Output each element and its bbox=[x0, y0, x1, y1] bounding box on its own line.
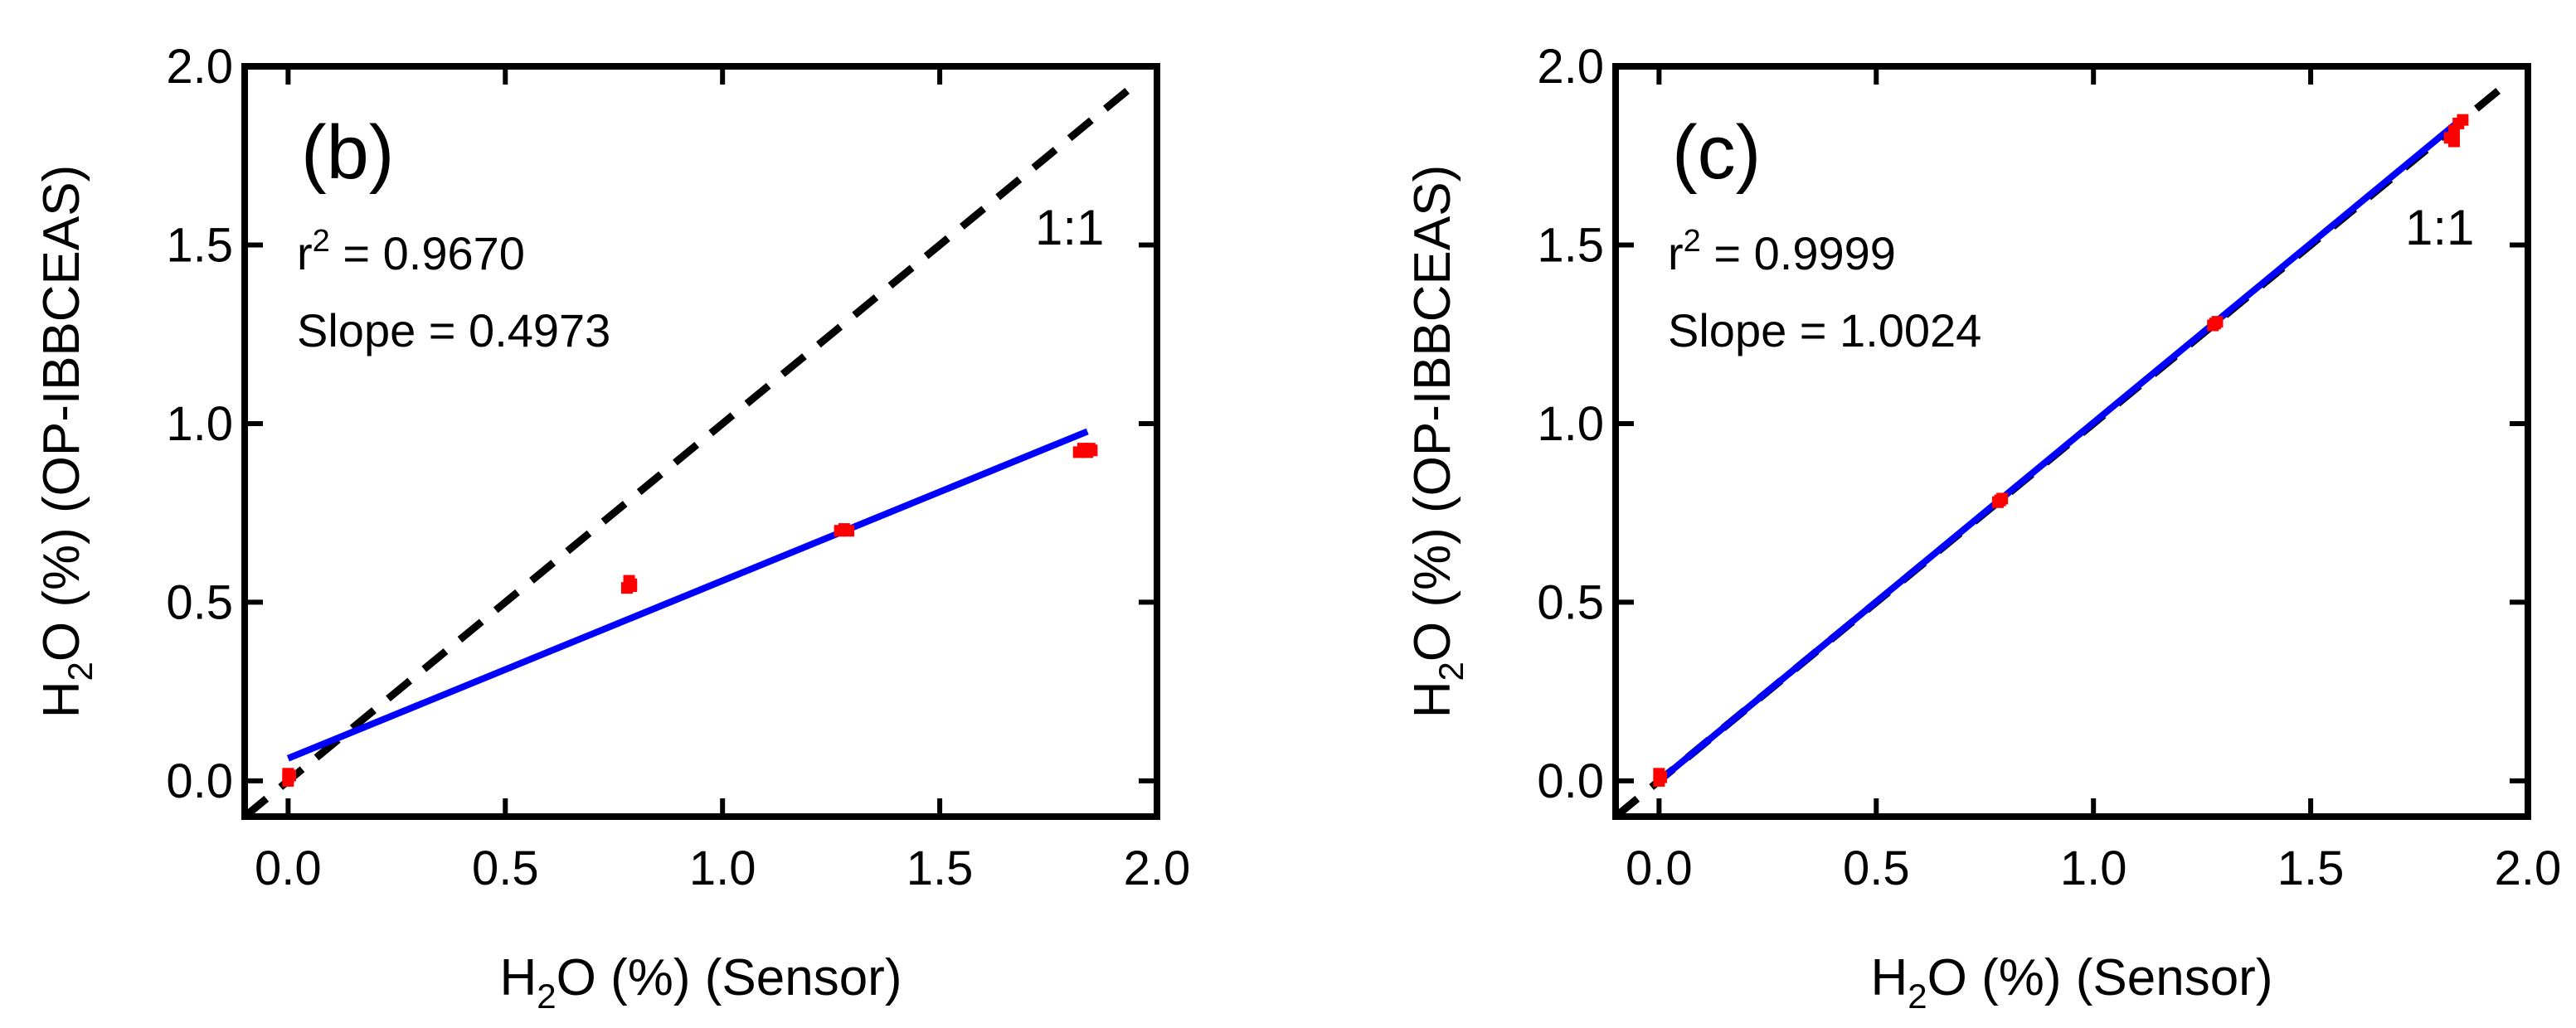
plot-frame bbox=[241, 63, 1160, 820]
x-tick-label: 1.5 bbox=[2277, 841, 2345, 895]
one-to-one-line bbox=[245, 85, 1134, 817]
y-tick-label: 2.0 bbox=[1537, 40, 1604, 94]
panel-label: (b) bbox=[301, 110, 394, 195]
y-axis-title: H2O (%) (OP-IBBCEAS) bbox=[33, 165, 100, 719]
y-tick-label: 2.0 bbox=[166, 40, 233, 94]
x-tick-label: 0.5 bbox=[1843, 841, 1910, 895]
slope-annotation: Slope = 0.4973 bbox=[297, 304, 610, 356]
r-squared-annotation: r2 = 0.9670 bbox=[297, 224, 525, 279]
data-point bbox=[282, 768, 294, 780]
x-tick-label: 0.5 bbox=[472, 841, 539, 895]
x-axis-title: H2O (%) (Sensor) bbox=[1871, 949, 2273, 1016]
x-tick-label: 2.0 bbox=[1124, 841, 1191, 895]
fit-line bbox=[1656, 115, 2465, 783]
data-point bbox=[625, 580, 638, 593]
x-tick-label: 0.0 bbox=[255, 841, 322, 895]
x-axis-title: H2O (%) (Sensor) bbox=[500, 949, 902, 1016]
plot-frame bbox=[1612, 63, 2531, 820]
data-point bbox=[843, 525, 855, 537]
y-tick-label: 1.0 bbox=[1537, 397, 1604, 451]
y-tick-label: 0.0 bbox=[166, 754, 233, 808]
x-tick-label: 1.0 bbox=[689, 841, 756, 895]
x-tick-label: 1.0 bbox=[2060, 841, 2127, 895]
x-tick-label: 2.0 bbox=[2495, 841, 2562, 895]
y-tick-label: 1.5 bbox=[166, 218, 233, 272]
x-tick-label: 0.0 bbox=[1626, 841, 1693, 895]
y-tick-label: 0.5 bbox=[1537, 575, 1604, 629]
one-to-one-label: 1:1 bbox=[2405, 200, 2474, 255]
y-tick-label: 1.0 bbox=[166, 397, 233, 451]
x-tick-label: 1.5 bbox=[906, 841, 974, 895]
data-point bbox=[1653, 768, 1665, 780]
y-axis-title: H2O (%) (OP-IBBCEAS) bbox=[1404, 165, 1470, 719]
data-point bbox=[1996, 492, 2009, 505]
data-point bbox=[2457, 114, 2469, 126]
chart-panel: 0.0 0.0 0.5 0.5 1.0 1.0 1.5 1.5 2.0 2.0 H2O (%) (S… bbox=[1404, 40, 2561, 1016]
r-squared-annotation: r2 = 0.9999 bbox=[1668, 224, 1896, 279]
y-tick-label: 1.5 bbox=[1537, 218, 1604, 272]
data-point bbox=[2447, 135, 2460, 148]
one-to-one-label: 1:1 bbox=[1035, 200, 1104, 255]
data-point bbox=[2211, 316, 2224, 328]
y-tick-label: 0.5 bbox=[166, 575, 233, 629]
data-point bbox=[1086, 444, 1098, 457]
panel-label: (c) bbox=[1672, 110, 1761, 195]
slope-annotation: Slope = 1.0024 bbox=[1668, 304, 1981, 356]
fit-line bbox=[286, 428, 1089, 762]
y-tick-label: 0.0 bbox=[1537, 754, 1604, 808]
chart-panel: 0.0 0.0 0.5 0.5 1.0 1.0 1.5 1.5 2.0 2.0 H2O (%) (S… bbox=[33, 40, 1190, 1016]
